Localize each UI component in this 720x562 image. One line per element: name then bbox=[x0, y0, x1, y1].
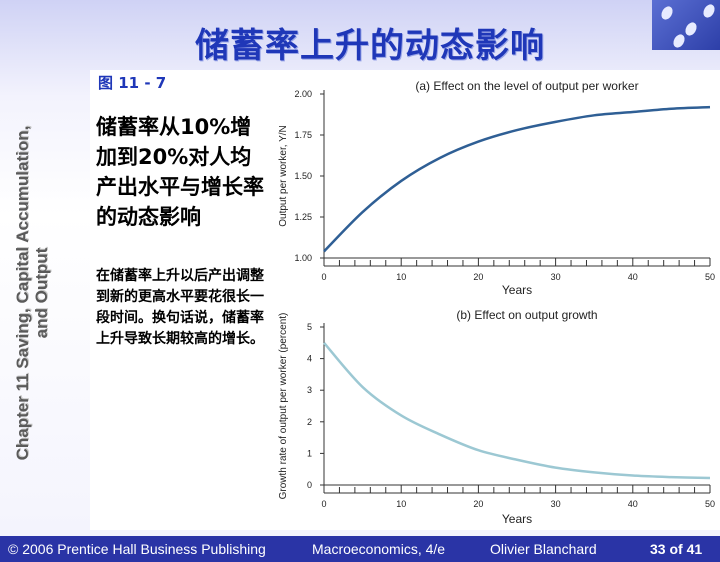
chart-a-title: (a) Effect on the level of output per wo… bbox=[415, 79, 638, 93]
chart-a-y-tick-label: 2.00 bbox=[294, 89, 312, 99]
chart-a-y-tick-label: 1.75 bbox=[294, 130, 312, 140]
chart-a-y-tick-label: 1.00 bbox=[294, 253, 312, 263]
corner-decoration bbox=[652, 0, 720, 50]
chart-b-y-label: Growth rate of output per worker (percen… bbox=[278, 313, 289, 500]
footer-author: Olivier Blanchard bbox=[490, 541, 597, 557]
chart-a-x-label: Years bbox=[502, 283, 532, 297]
chart-a-x-tick-label: 10 bbox=[396, 272, 406, 282]
figure-heading: 储蓄率从10%增加到20%对人均产出水平与增长率的动态影响 bbox=[96, 115, 264, 229]
chart-b-y-tick-label: 1 bbox=[307, 448, 312, 458]
footer-copyright: © 2006 Prentice Hall Business Publishing bbox=[8, 541, 266, 557]
chart-a-x-tick-label: 0 bbox=[321, 272, 326, 282]
chart-b-y-tick-label: 3 bbox=[307, 385, 312, 395]
chart-b-y-tick-label: 2 bbox=[307, 417, 312, 427]
slide-title: 储蓄率上升的动态影响 bbox=[195, 26, 545, 66]
chart-a-x-tick-label: 50 bbox=[705, 272, 715, 282]
chart-b-y-tick-label: 0 bbox=[307, 480, 312, 490]
chart-a-x-tick-label: 30 bbox=[551, 272, 561, 282]
chart-a-y-label: Output per worker, Y/N bbox=[278, 125, 289, 227]
output-charts: (a) Effect on the level of output per wo… bbox=[278, 79, 715, 526]
chapter-line-2: and Output bbox=[32, 247, 51, 339]
chart-a-x-tick-label: 20 bbox=[473, 272, 483, 282]
chart-b-x-tick-label: 10 bbox=[396, 499, 406, 509]
chart-b-x-label: Years bbox=[502, 512, 532, 526]
chapter-vertical-label: Chapter 11 Saving, Capital Accumulation,… bbox=[13, 126, 51, 461]
chart-a-y-tick-label: 1.25 bbox=[294, 212, 312, 222]
chart-a-y-tick-label: 1.50 bbox=[294, 171, 312, 181]
chart-b-x-tick-label: 30 bbox=[551, 499, 561, 509]
footer-bar: © 2006 Prentice Hall Business Publishing… bbox=[0, 536, 720, 562]
chart-b-title: (b) Effect on output growth bbox=[456, 308, 597, 322]
chart-b-x-tick-label: 20 bbox=[473, 499, 483, 509]
chart-b-y-tick-label: 5 bbox=[307, 322, 312, 332]
chart-b-x-tick-label: 40 bbox=[628, 499, 638, 509]
chart-a-series-line bbox=[323, 105, 711, 253]
content-panel bbox=[90, 70, 720, 530]
footer-page-number: 33 of 41 bbox=[650, 541, 703, 557]
chart-b-x-tick-label: 50 bbox=[705, 499, 715, 509]
footer-book: Macroeconomics, 4/e bbox=[312, 541, 446, 557]
chart-b-x-tick-label: 0 bbox=[321, 499, 326, 509]
figure-label: 图 11 - 7 bbox=[98, 74, 167, 92]
chart-b-series-line bbox=[323, 341, 711, 480]
figure-description: 在储蓄率上升以后产出调整到新的更高水平要花很长一段时间。换句话说，储蓄率上升导致… bbox=[96, 268, 264, 347]
chapter-sidebar: Chapter 11 Saving, Capital Accumulation,… bbox=[2, 70, 62, 516]
chapter-line-1: Chapter 11 Saving, Capital Accumulation, bbox=[13, 125, 32, 461]
chart-b-y-tick-label: 4 bbox=[307, 354, 312, 364]
chart-a-x-tick-label: 40 bbox=[628, 272, 638, 282]
